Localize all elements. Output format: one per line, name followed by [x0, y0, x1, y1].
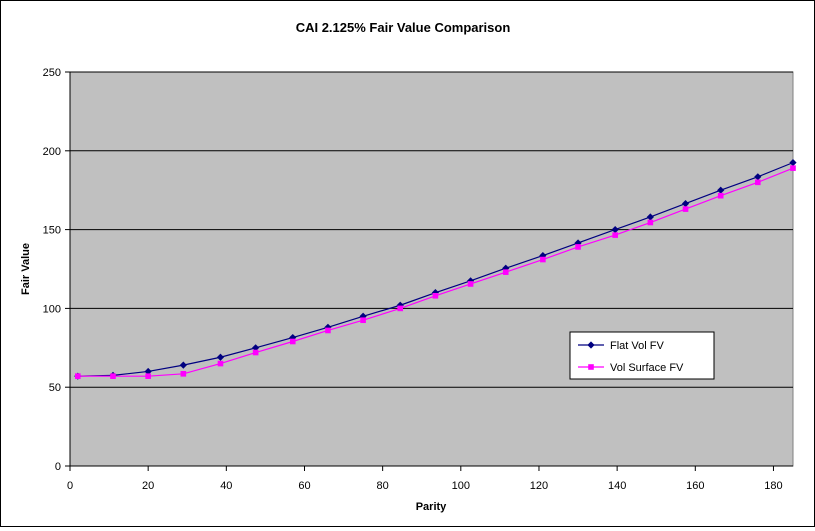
data-point — [179, 361, 187, 369]
chart-title: CAI 2.125% Fair Value Comparison — [296, 20, 511, 35]
data-point — [252, 344, 260, 352]
data-point — [502, 264, 510, 272]
data-point — [180, 371, 187, 377]
data-point — [717, 192, 724, 199]
x-tick-label: 60 — [298, 480, 310, 492]
data-point — [145, 373, 151, 379]
legend-box — [569, 331, 715, 380]
data-point — [252, 349, 259, 356]
y-tick-label: 150 — [43, 225, 61, 237]
y-tick-label: 0 — [55, 461, 61, 473]
y-tick-label: 50 — [49, 382, 61, 394]
legend-label: Flat Vol FV — [610, 340, 664, 352]
y-axis-label: Fair Value — [20, 243, 32, 295]
x-tick-label: 120 — [530, 480, 548, 492]
data-point — [681, 199, 690, 208]
data-point — [75, 373, 81, 379]
data-point — [789, 159, 797, 167]
data-point — [325, 327, 331, 334]
data-point — [540, 256, 546, 263]
x-tick-label: 100 — [452, 480, 470, 492]
data-point — [611, 226, 619, 234]
plot-area — [69, 71, 794, 467]
data-point — [431, 289, 440, 297]
data-point — [647, 219, 654, 226]
data-point — [754, 173, 762, 181]
legend-marker — [588, 364, 594, 370]
data-point — [217, 360, 224, 367]
x-tick-label: 180 — [764, 480, 782, 492]
axes: 0 50 100 150 200 250 0 20 40 60 80 100 120 140 160 180 — [43, 67, 793, 492]
x-tick-label: 20 — [142, 480, 154, 492]
data-point — [359, 312, 367, 320]
data-point — [682, 206, 689, 212]
data-point — [216, 353, 225, 361]
y-tick-label: 200 — [43, 146, 61, 158]
data-point — [289, 338, 296, 345]
series-2 — [75, 165, 796, 379]
data-point — [646, 213, 654, 221]
data-point — [717, 186, 725, 194]
data-point — [397, 305, 404, 312]
y-tick-label: 250 — [43, 67, 61, 79]
data-point — [360, 317, 366, 324]
gridlines — [70, 71, 793, 388]
legend-marker — [587, 341, 595, 349]
x-axis-label: Parity — [416, 501, 447, 513]
data-point — [110, 373, 116, 379]
x-tick-label: 40 — [220, 480, 232, 492]
x-tick-label: 140 — [608, 480, 626, 492]
data-point — [575, 244, 581, 250]
x-tick-label: 160 — [686, 480, 704, 492]
data-point — [502, 269, 509, 275]
data-point — [396, 301, 404, 309]
legend-label: Vol Surface FV — [610, 362, 684, 374]
data-point — [289, 333, 297, 342]
data-point — [432, 292, 439, 299]
x-tick-label: 80 — [377, 480, 389, 492]
y-tick-label: 100 — [43, 303, 61, 315]
data-point — [144, 367, 152, 376]
x-tick-label: 0 — [67, 480, 73, 492]
series-group — [74, 159, 797, 380]
data-point — [612, 232, 618, 238]
data-point — [467, 281, 474, 287]
legend: Flat Vol FV Vol Surface FV — [569, 331, 715, 380]
data-point — [790, 165, 796, 171]
data-point — [755, 179, 761, 186]
